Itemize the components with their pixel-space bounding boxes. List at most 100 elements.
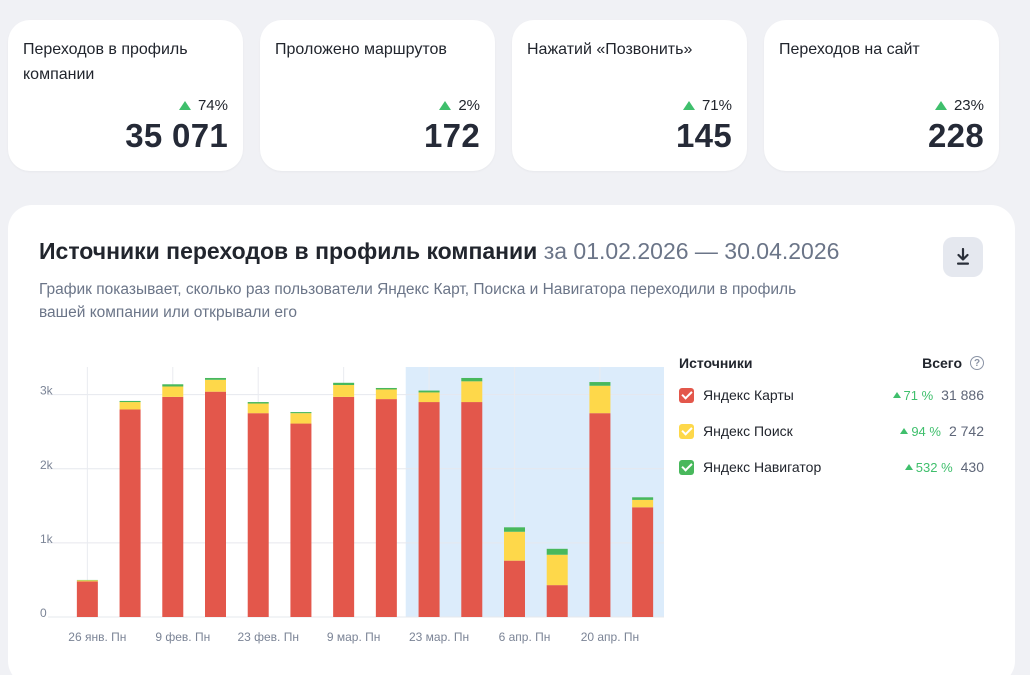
bar-segment-navigator xyxy=(290,412,312,414)
legend-item-label: Яндекс Навигатор xyxy=(703,459,822,475)
bar-segment-maps xyxy=(504,560,525,617)
kpi-delta: 23% xyxy=(934,97,984,114)
y-tick-label: 1k xyxy=(40,532,54,546)
bar-segment-maps xyxy=(247,413,269,617)
bar-segment-search xyxy=(247,403,269,414)
kpi-title: Переходов на сайт xyxy=(779,41,920,58)
bar-segment-search xyxy=(418,392,440,403)
bar-segment-search xyxy=(504,531,525,561)
kpi-card-routes[interactable]: Проложено маршрутов 2% 172 xyxy=(260,20,495,171)
legend-item-navigator[interactable]: Яндекс Навигатор 532 % 430 xyxy=(679,449,984,485)
legend-item-pct: 94 % xyxy=(900,424,941,439)
bar-segment-search xyxy=(162,386,184,397)
legend-sources-label: Источники xyxy=(679,355,753,371)
legend-total-label: Всего xyxy=(922,355,962,371)
bar-segment-navigator xyxy=(247,402,269,404)
checkbox-checked-icon[interactable] xyxy=(679,459,694,475)
panel-title: Источники переходов в профиль компании з… xyxy=(39,238,839,265)
kpi-value: 35 071 xyxy=(125,117,228,154)
bar-segment-navigator xyxy=(119,400,141,403)
arrow-up-icon xyxy=(682,101,695,110)
kpi-delta: 71% xyxy=(682,97,732,114)
legend-item-count: 2 742 xyxy=(948,423,984,439)
bar-segment-search xyxy=(205,379,226,392)
bar-segment-navigator xyxy=(589,382,611,386)
arrow-up-icon xyxy=(439,101,452,110)
bar-segment-search xyxy=(461,381,483,403)
kpi-card-site-visits[interactable]: Переходов на сайт 23% 228 xyxy=(764,20,999,171)
panel-description: График показывает, сколько раз пользоват… xyxy=(39,281,797,321)
bar-segment-maps xyxy=(76,581,98,617)
bar-segment-maps xyxy=(290,423,312,617)
legend-item-label: Яндекс Поиск xyxy=(703,423,793,439)
kpi-value: 228 xyxy=(928,117,984,154)
bar-segment-maps xyxy=(162,396,184,617)
sources-bar-chart: 0 1k 2k 3k 26 янв. Пн 9 фев. Пн 23 фев. Пн 9 ма… xyxy=(40,367,664,644)
bar-segment-navigator xyxy=(162,384,184,387)
kpi-value: 172 xyxy=(424,117,480,154)
bar-segment-search xyxy=(546,554,568,586)
bar-segment-maps xyxy=(205,391,226,617)
legend-item-pct: 71 % xyxy=(892,388,933,403)
kpi-title: Нажатий «Позвонить» xyxy=(527,41,693,58)
legend-item-stats: 94 % 2 742 xyxy=(900,423,984,439)
bar-segment-maps xyxy=(546,585,568,617)
legend: Источники Всего ? Яндекс Карты 71 % 31 8… xyxy=(679,355,984,485)
bar-segment-search xyxy=(632,499,654,508)
bar-segment-navigator xyxy=(632,497,654,500)
legend-item-stats: 71 % 31 886 xyxy=(892,387,984,403)
bar-segment-search xyxy=(333,385,355,397)
x-tick-label: 6 апр. Пн xyxy=(499,630,551,644)
y-tick-label: 0 xyxy=(40,606,47,620)
bar-segment-navigator xyxy=(418,390,440,393)
legend-item-pct: 532 % xyxy=(904,460,953,475)
legend-item-search[interactable]: Яндекс Поиск 94 % 2 742 xyxy=(679,413,984,449)
arrow-up-icon xyxy=(178,101,191,110)
x-tick-label: 26 янв. Пн xyxy=(68,630,126,644)
kpi-card-profile-visits[interactable]: Переходов в профиль компании 74% 35 071 xyxy=(8,20,243,171)
y-tick-label: 2k xyxy=(40,458,54,472)
x-tick-label: 20 апр. Пн xyxy=(581,630,639,644)
panel-period: за 01.02.2026 — 30.04.2026 xyxy=(543,238,840,264)
x-tick-label: 9 мар. Пн xyxy=(327,630,381,644)
bar-segment-navigator xyxy=(333,382,355,386)
download-button[interactable] xyxy=(943,237,983,277)
legend-item-label: Яндекс Карты xyxy=(703,387,794,403)
bar-segment-navigator xyxy=(461,377,483,382)
arrow-up-icon xyxy=(904,464,913,470)
y-tick-label: 3k xyxy=(40,384,54,398)
bar-segment-search xyxy=(375,389,397,400)
bar-segment-navigator xyxy=(504,527,525,532)
kpi-delta: 2% xyxy=(439,97,480,114)
bar-segment-maps xyxy=(418,402,440,617)
checkbox-checked-icon[interactable] xyxy=(679,423,694,439)
bar-segment-maps xyxy=(333,396,355,617)
legend-total: Всего ? xyxy=(922,355,984,371)
legend-header: Источники Всего ? xyxy=(679,355,984,377)
kpi-title: Переходов в профиль компании xyxy=(23,41,188,83)
arrow-up-icon xyxy=(900,428,909,434)
bar-segment-navigator xyxy=(546,548,568,555)
arrow-up-icon xyxy=(934,101,947,110)
bar-segment-navigator xyxy=(375,387,397,390)
bar-segment-navigator xyxy=(205,377,226,380)
bar-segment-maps xyxy=(119,409,141,617)
kpi-title: Проложено маршрутов xyxy=(275,41,447,58)
legend-item-count: 31 886 xyxy=(941,387,984,403)
bar-segment-maps xyxy=(461,402,483,617)
bar-segment-search xyxy=(119,402,141,410)
bar-segment-maps xyxy=(375,399,397,617)
legend-item-stats: 532 % 430 xyxy=(904,459,984,475)
kpi-card-calls[interactable]: Нажатий «Позвонить» 71% 145 xyxy=(512,20,747,171)
x-tick-label: 23 мар. Пн xyxy=(409,630,469,644)
legend-item-count: 430 xyxy=(960,459,984,475)
help-icon[interactable]: ? xyxy=(970,356,984,370)
bar-segment-search xyxy=(589,385,611,414)
highlight-region xyxy=(405,367,664,617)
checkbox-checked-icon[interactable] xyxy=(679,387,694,403)
sources-panel: Источники переходов в профиль компании з… xyxy=(8,205,1015,675)
x-tick-label: 9 фев. Пн xyxy=(155,630,210,644)
download-icon xyxy=(957,248,969,265)
legend-item-maps[interactable]: Яндекс Карты 71 % 31 886 xyxy=(679,377,984,413)
kpi-row: Переходов в профиль компании 74% 35 071 … xyxy=(8,20,999,171)
